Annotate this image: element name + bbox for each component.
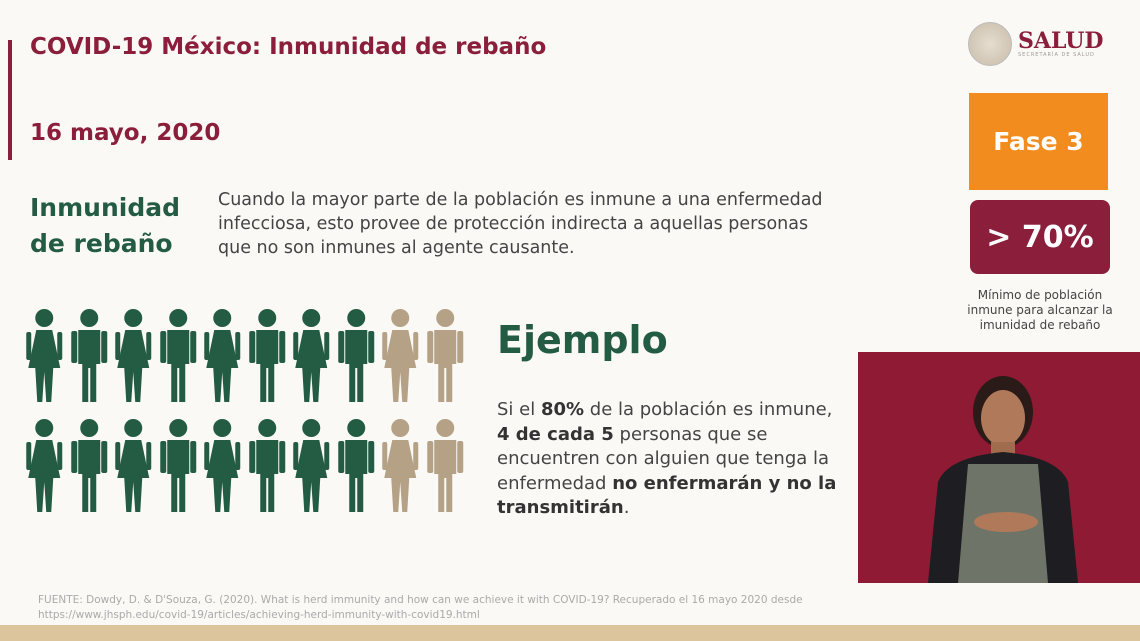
people-row bbox=[22, 306, 467, 416]
source-url: https://www.jhsph.edu/covid-19/articles/… bbox=[38, 609, 480, 621]
logo-subtitle: SECRETARÍA DE SALUD bbox=[1018, 52, 1095, 58]
immune-person-icon bbox=[204, 419, 241, 512]
non-immune-person-icon bbox=[382, 309, 419, 402]
immune-person-icon bbox=[248, 419, 285, 512]
non-immune-person-icon bbox=[426, 419, 463, 512]
people-grid bbox=[22, 306, 467, 526]
immune-person-icon bbox=[248, 309, 285, 402]
threshold-badge: > 70% bbox=[970, 200, 1110, 274]
people-row bbox=[22, 416, 467, 526]
immune-person-icon bbox=[337, 419, 374, 512]
non-immune-person-icon bbox=[426, 309, 463, 402]
immune-person-icon bbox=[115, 419, 152, 512]
term-line: de rebaño bbox=[30, 229, 173, 258]
source-citation: FUENTE: Dowdy, D. & D'Souza, G. (2020). … bbox=[38, 593, 803, 623]
interpreter-figure bbox=[928, 376, 1078, 583]
page-title: COVID-19 México: Inmunidad de rebaño bbox=[30, 34, 547, 60]
phase-badge: Fase 3 bbox=[969, 93, 1108, 190]
example-heading: Ejemplo bbox=[497, 318, 668, 362]
immune-person-icon bbox=[70, 419, 107, 512]
immune-person-icon bbox=[26, 419, 63, 512]
term: Inmunidad de rebaño bbox=[30, 190, 180, 262]
immune-person-icon bbox=[204, 309, 241, 402]
sign-language-interpreter-video bbox=[858, 352, 1140, 583]
immune-person-icon bbox=[115, 309, 152, 402]
immune-person-icon bbox=[337, 309, 374, 402]
example-text: Si el 80% de la población es inmune, 4 d… bbox=[497, 399, 837, 518]
accent-bar bbox=[8, 40, 12, 160]
footer-band bbox=[0, 625, 1140, 641]
threshold-note: Mínimo de población inmune para alcanzar… bbox=[967, 288, 1113, 332]
immune-person-icon bbox=[159, 309, 196, 402]
immune-person-icon bbox=[293, 419, 330, 512]
source-line: FUENTE: Dowdy, D. & D'Souza, G. (2020). … bbox=[38, 594, 803, 606]
immune-person-icon bbox=[26, 309, 63, 402]
definition-text: Cuando la mayor parte de la población es… bbox=[218, 190, 823, 258]
non-immune-person-icon bbox=[382, 419, 419, 512]
immune-person-icon bbox=[70, 309, 107, 402]
logo-name: SALUD bbox=[1018, 28, 1104, 54]
date: 16 mayo, 2020 bbox=[30, 120, 221, 146]
immune-person-icon bbox=[159, 419, 196, 512]
immune-person-icon bbox=[293, 309, 330, 402]
salud-logo: SALUD SECRETARÍA DE SALUD bbox=[968, 22, 1104, 66]
seal-icon bbox=[968, 22, 1012, 66]
term-line: Inmunidad bbox=[30, 193, 180, 222]
